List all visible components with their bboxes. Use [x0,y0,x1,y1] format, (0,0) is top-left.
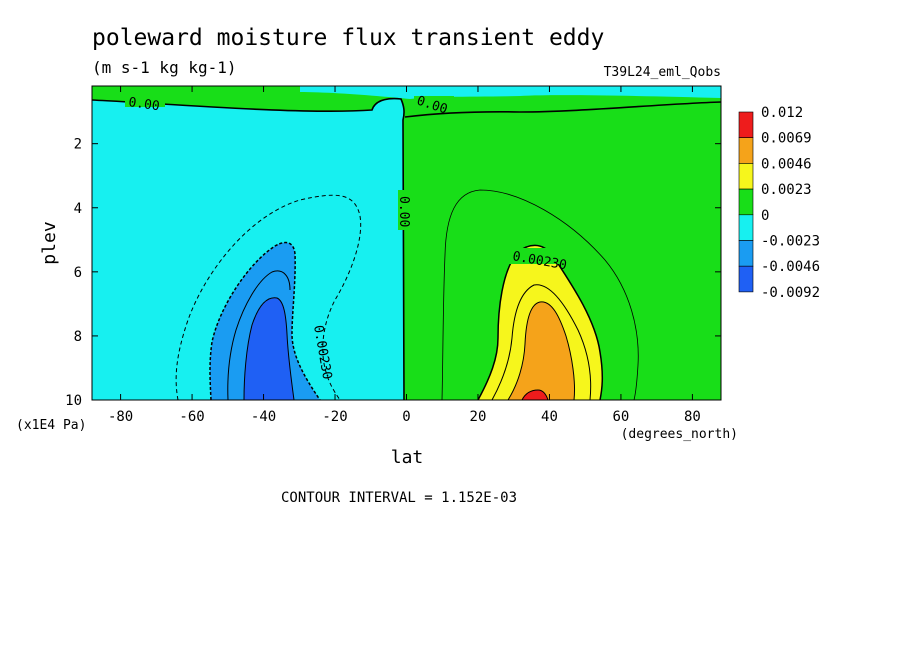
x-tick-label: 80 [684,409,701,425]
x-axis-label: lat [391,447,424,468]
colorbar-label: -0.0046 [761,259,820,275]
colorbar-label: 0.0046 [761,156,812,172]
x-tick-label: -60 [179,409,204,425]
colorbar-label: 0.0023 [761,182,812,198]
colorbar-swatch [738,240,754,267]
colorbar-label: -0.0023 [761,234,820,250]
contour-labels [125,93,580,264]
y-tick-label: 2 [74,137,82,153]
y-tick-label: 4 [74,201,82,217]
plot-area [92,86,721,400]
y-tick-label: 10 [65,393,82,409]
colorbar-label: -0.0092 [761,285,820,301]
fill-upper-negative-band [300,86,721,99]
colorbar-swatch [738,111,754,139]
x-tick-label: -80 [108,409,133,425]
x-tick-label: 20 [470,409,487,425]
x-tick-label: 0 [402,409,410,425]
x-tick-label: 40 [541,409,558,425]
contour-label-zero-west: 0.00 [127,95,160,114]
chart-units: (m s-1 kg kg-1) [92,58,237,77]
experiment-name: T39L24_eml_Qobs [604,65,721,80]
y-axis-label: plev [39,221,60,264]
x-axis: -80 -60 -40 -20 0 20 40 60 80 [108,86,701,425]
colorbar-swatch [738,214,754,241]
x-axis-units: (degrees_north) [621,427,738,442]
fill-sh-minus-0.0046 [244,297,294,400]
contour-lines [92,97,721,400]
contour-interval: CONTOUR INTERVAL = 1.152E-03 [281,490,517,506]
colorbar-label: 0 [761,208,769,224]
colorbar-swatch [738,163,754,190]
colorbar-swatch [738,265,754,293]
x-tick-label: -40 [251,409,276,425]
x-tick-label: 60 [613,409,630,425]
chart-title: poleward moisture flux transient eddy [92,25,604,51]
x-tick-label: -20 [322,409,347,425]
y-axis: 2 4 6 8 10 [65,137,721,409]
colorbar-label: 0.012 [761,105,803,121]
colorbar-swatch [738,137,754,164]
y-axis-units: (x1E4 Pa) [16,418,86,433]
colorbar-swatch [738,188,754,216]
colorbar-label: 0.0069 [761,131,812,147]
fill-nh-0.0046 [508,301,575,400]
y-tick-label: 6 [74,265,82,281]
colorbar: 0.012 0.0069 0.0046 0.0023 0 -0.0023 -0.0046 -0… [738,105,820,301]
contour-label-zero-equator: 0.00 [396,196,411,227]
y-tick-label: 8 [74,329,82,345]
